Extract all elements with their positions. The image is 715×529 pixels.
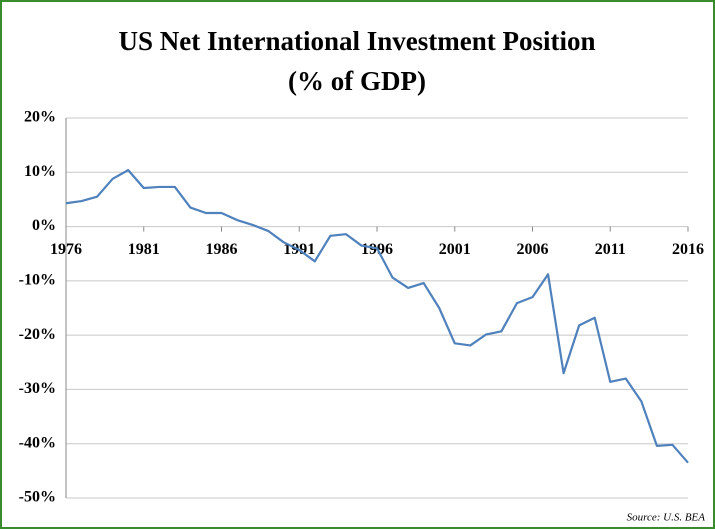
y-tick-label: -20%	[19, 326, 56, 343]
y-tick-label: 10%	[24, 163, 56, 180]
y-tick-label: -30%	[19, 380, 56, 397]
x-tick-label: 2001	[439, 241, 471, 258]
data-line	[65, 169, 689, 464]
x-tick-label: 2006	[517, 241, 549, 258]
x-tick-label: 1976	[50, 241, 82, 258]
y-tick-label: -50%	[19, 489, 56, 506]
y-tick-label: -10%	[19, 272, 56, 289]
chart-subtitle: (% of GDP)	[288, 66, 426, 96]
x-tick-label: 1986	[206, 241, 238, 258]
y-tick-label: 20%	[24, 109, 56, 126]
y-tick-label: -40%	[19, 434, 56, 451]
x-tick-label: 1981	[128, 241, 160, 258]
x-tick-label: 2011	[595, 241, 626, 258]
x-tick-label: 2016	[672, 241, 704, 258]
source-note: Source: U.S. BEA	[627, 512, 706, 524]
chart-title: US Net International Investment Position	[119, 26, 596, 56]
y-tick-label: 0%	[32, 217, 56, 234]
